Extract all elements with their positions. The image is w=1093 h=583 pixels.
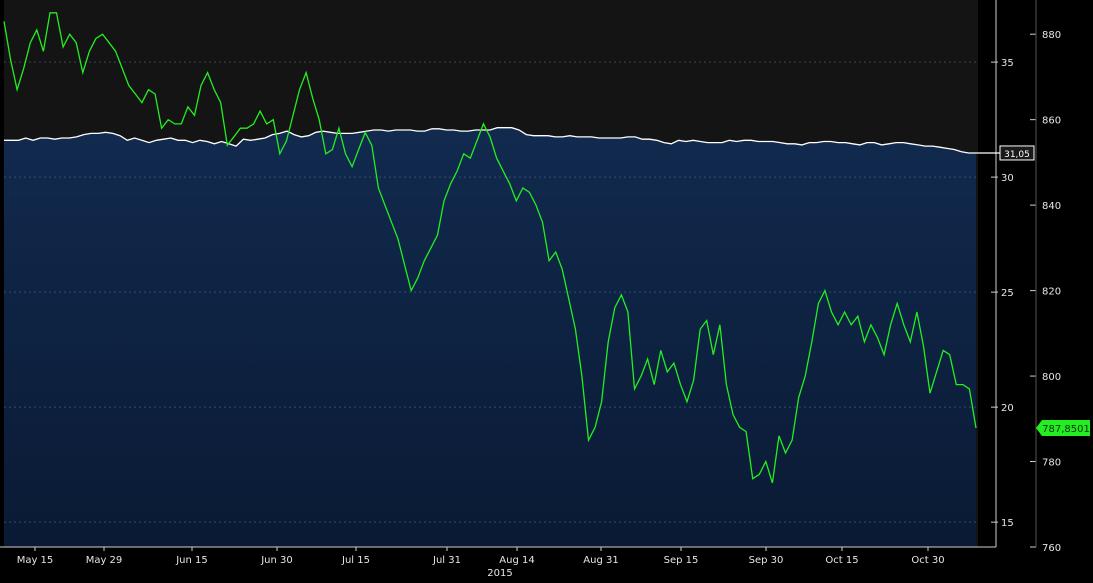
- x-tick-label-11: Oct 30: [911, 555, 944, 566]
- left-axis-label-20: 20: [1001, 403, 1014, 414]
- x-tick-label-0: May 15: [17, 555, 54, 566]
- left-axis-label-15: 15: [1001, 518, 1014, 529]
- right-axis-label-840: 840: [1042, 201, 1061, 212]
- vix-area-fill: [4, 127, 976, 547]
- x-tick-label-7: Aug 31: [583, 555, 618, 566]
- index-line: [3, 12, 977, 484]
- x-tick-label-2: Jun 15: [175, 555, 208, 566]
- left-axis-label-35: 35: [1001, 58, 1014, 69]
- vix-last-badge: [999, 145, 1035, 161]
- x-tick-label-4: Jul 15: [341, 555, 370, 566]
- x-tick-label-1: May 29: [86, 555, 123, 566]
- x-tick-label-9: Sep 30: [749, 555, 784, 566]
- right-axis-label-880: 880: [1042, 30, 1061, 41]
- right-axis-label-820: 820: [1042, 287, 1061, 298]
- x-tick-label-8: Sep 15: [664, 555, 699, 566]
- vix-line: [4, 127, 976, 154]
- right-axis-label-860: 860: [1042, 116, 1061, 127]
- x-year-label: 2015: [487, 568, 512, 579]
- x-tick-label-5: Jul 31: [432, 555, 461, 566]
- right-axis-label-760: 760: [1042, 543, 1061, 554]
- x-tick-label-6: Aug 14: [499, 555, 534, 566]
- right-axis-label-800: 800: [1042, 372, 1061, 383]
- left-axis-label-25: 25: [1001, 288, 1014, 299]
- right-axis-label-780: 780: [1042, 458, 1061, 469]
- x-tick-label-3: Jun 30: [260, 555, 293, 566]
- vix-last-value: 31,05: [1004, 150, 1030, 160]
- index-last-value: 787,8501: [1042, 424, 1090, 435]
- left-axis-label-30: 30: [1001, 173, 1014, 184]
- index-last-badge: [1036, 419, 1090, 436]
- x-tick-label-10: Oct 15: [825, 555, 858, 566]
